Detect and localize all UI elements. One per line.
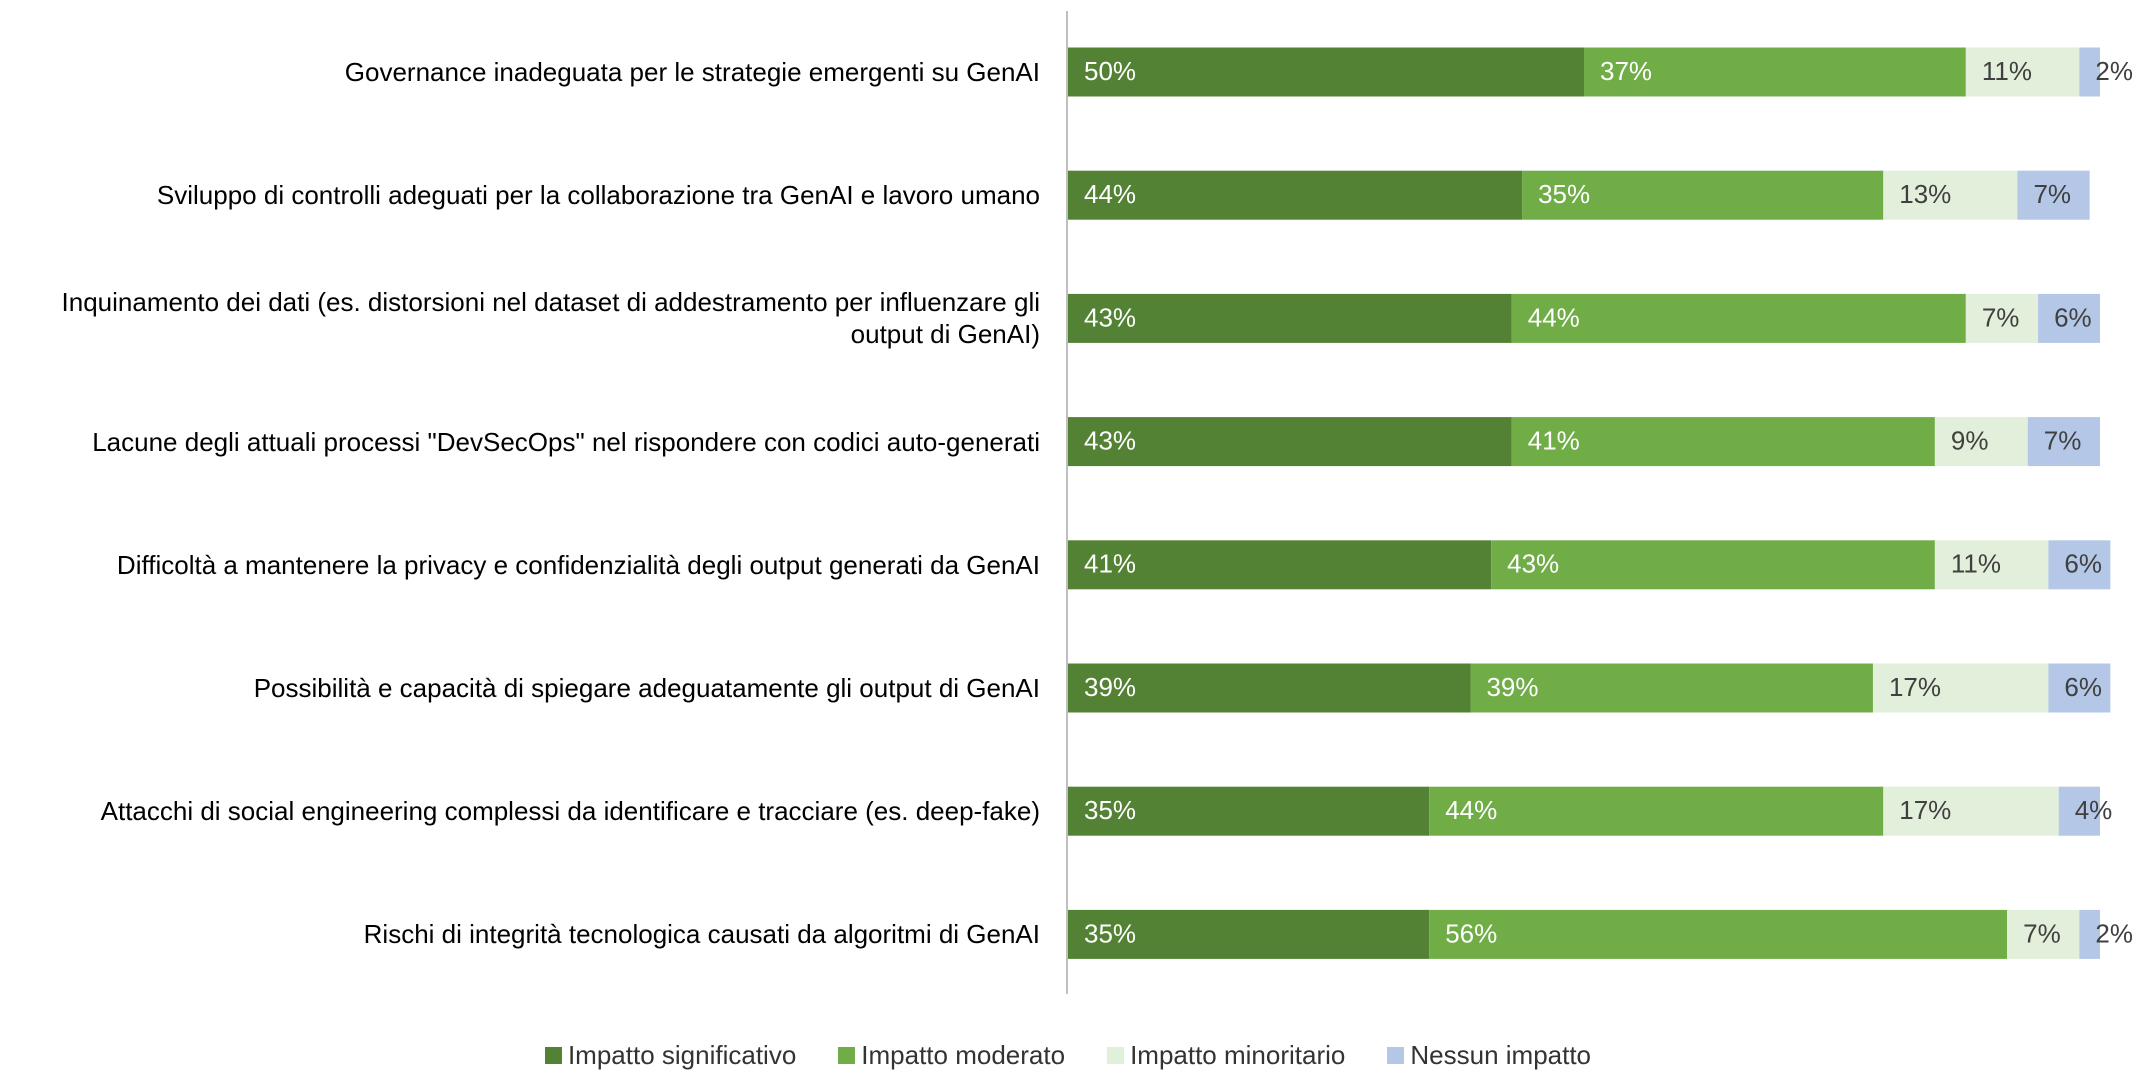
value-label: 39% — [1084, 672, 1136, 702]
legend: Impatto significativo Impatto moderato Imp… — [0, 1040, 2136, 1071]
bar-segment — [2048, 663, 2111, 713]
legend-swatch — [838, 1047, 856, 1064]
legend-label: Impatto minoritario — [1130, 1040, 1346, 1070]
category-label: Rischi di integrità tecnologica causati … — [363, 919, 1040, 950]
legend-label: Nessun impatto — [1410, 1040, 1592, 1070]
bar-segment — [1068, 47, 1584, 97]
bar-segment — [1429, 786, 1884, 836]
bar-segment — [1934, 540, 2049, 590]
bar-segment — [1068, 663, 1471, 713]
value-label: 2% — [2095, 56, 2133, 86]
value-label: 35% — [1538, 179, 1590, 209]
bar-segment — [2058, 786, 2100, 836]
bar-segment — [1068, 293, 1512, 343]
category-label: Sviluppo di controlli adeguati per la co… — [156, 180, 1040, 211]
bar-segment — [1965, 47, 2080, 97]
category-label: Difficoltà a mantenere la privacy e conf… — [116, 549, 1040, 580]
legend-item: Nessun impatto — [1387, 1040, 1591, 1071]
value-label: 11% — [1982, 56, 2032, 86]
bar-segment — [1584, 47, 1966, 97]
legend-swatch — [1107, 1047, 1125, 1064]
bar-segment — [1511, 293, 1966, 343]
value-label: 50% — [1084, 56, 1136, 86]
bar-segment — [2017, 170, 2090, 220]
value-label: 44% — [1084, 179, 1136, 209]
value-label: 41% — [1528, 425, 1580, 455]
bar-segment — [1934, 417, 2028, 467]
bar-segment — [2007, 909, 2080, 959]
bar-segment — [2079, 47, 2100, 97]
value-label: 6% — [2064, 549, 2102, 579]
legend-item: Impatto significativo — [544, 1040, 797, 1071]
value-label: 35% — [1084, 918, 1136, 948]
legend-label: Impatto significativo — [567, 1040, 797, 1070]
value-label: 43% — [1084, 302, 1136, 332]
value-label: 7% — [1982, 302, 2020, 332]
value-label: 13% — [1899, 179, 1951, 209]
bar-segment — [1522, 170, 1884, 220]
category-label: Possibilità e capacità di spiegare adegu… — [253, 673, 1040, 703]
value-label: 7% — [2023, 918, 2061, 948]
bar-segment — [1470, 663, 1873, 713]
value-label: 7% — [2033, 179, 2071, 209]
value-label: 56% — [1445, 918, 1497, 948]
value-label: 39% — [1486, 672, 1538, 702]
bar-segment — [1883, 170, 2018, 220]
legend-item: Impatto moderato — [838, 1040, 1065, 1071]
value-label: 11% — [1951, 549, 2001, 579]
bar-segment — [2079, 909, 2100, 959]
value-label: 6% — [2064, 672, 2102, 702]
bar-segment — [1068, 170, 1523, 220]
category-label: Governance inadeguata per le strategie e… — [344, 57, 1040, 87]
category-label: Lacune degli attuali processi "DevSecOps… — [92, 426, 1040, 457]
value-label: 35% — [1084, 795, 1136, 825]
bar-segment — [2048, 540, 2111, 590]
legend-swatch — [544, 1047, 562, 1064]
bar-segment — [2027, 417, 2100, 467]
value-label: 41% — [1084, 549, 1136, 579]
value-label: 43% — [1507, 549, 1559, 579]
bar-segment — [2038, 293, 2100, 343]
category-label: Attacchi di social engineering complessi… — [100, 796, 1040, 827]
category-label: Inquinamento dei dati (es. distorsioni n… — [61, 287, 1040, 350]
value-label: 17% — [1889, 672, 1941, 702]
bar-segment — [1965, 293, 2039, 343]
bar-segment — [1068, 909, 1430, 959]
value-label: 43% — [1084, 425, 1136, 455]
bar-segment — [1511, 417, 1935, 467]
bar-segment — [1429, 909, 2008, 959]
legend-label: Impatto moderato — [861, 1040, 1066, 1070]
value-label: 44% — [1445, 795, 1497, 825]
bar-segment — [1872, 663, 2049, 713]
bar-segment — [1491, 540, 1935, 590]
legend-item: Impatto minoritario — [1107, 1040, 1345, 1071]
value-label: 44% — [1528, 302, 1580, 332]
bar-segment — [1068, 417, 1512, 467]
value-label: 7% — [2044, 425, 2082, 455]
legend-swatch — [1387, 1047, 1405, 1064]
plot: 50% 37% 11% 2% 44% 35% 13% 7% 43% 44% 7% 6% 43% 41% 9%… — [1066, 11, 2133, 994]
value-label: 4% — [2075, 795, 2113, 825]
bar-segment — [1068, 540, 1492, 590]
bar-segment — [1068, 786, 1430, 836]
value-label: 17% — [1899, 795, 1951, 825]
value-label: 37% — [1600, 56, 1652, 86]
value-label: 9% — [1951, 425, 1989, 455]
bar-segment — [1883, 786, 2059, 836]
value-label: 2% — [2095, 918, 2133, 948]
value-label: 6% — [2054, 302, 2092, 332]
